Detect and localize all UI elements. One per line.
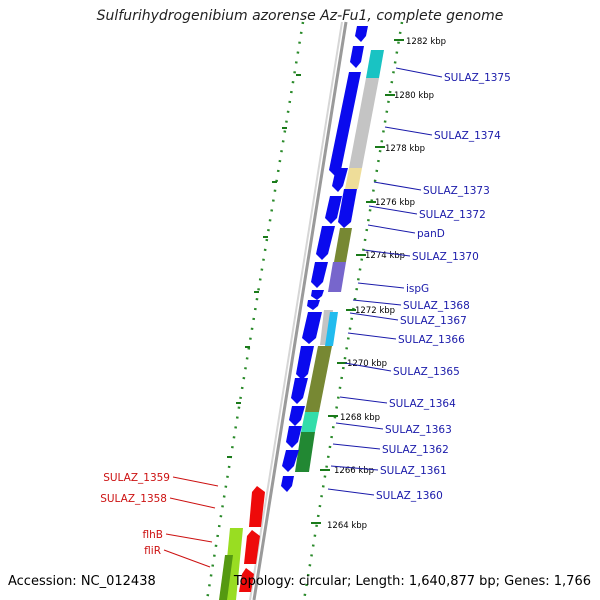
reverse-strip [219, 528, 243, 600]
gc-segment-gray [349, 78, 379, 168]
gc-segment-olive-long [305, 346, 332, 412]
leader-line [330, 465, 379, 471]
tick-label: 1276 kbp [375, 198, 415, 208]
gene-arrow [329, 72, 361, 176]
gene-label: SULAZ_1370 [412, 251, 479, 263]
leader-line [373, 181, 422, 191]
tick-label: 1272 kbp [355, 306, 395, 316]
leader-line [349, 312, 399, 321]
gene-leader-lines [327, 67, 443, 496]
gene-arrow [282, 450, 299, 472]
gene-arrow [291, 378, 308, 404]
leader-line [344, 362, 392, 372]
gene-label-reverse: SULAZ_1358 [100, 493, 167, 505]
gene-label: SULAZ_1374 [434, 130, 501, 142]
gene-labels: SULAZ_1375 SULAZ_1374 SULAZ_1373 SULAZ_1… [376, 72, 511, 502]
leader-line [169, 497, 216, 509]
leader-line [163, 549, 211, 568]
leader-line [363, 249, 411, 257]
inner-tick-marks [227, 74, 301, 458]
tick-label: 1282 kbp [406, 37, 446, 47]
gc-segment-mint [301, 412, 319, 432]
gene-label: SULAZ_1362 [382, 444, 449, 456]
gc-segment-olive [334, 228, 352, 262]
leader-line [368, 205, 418, 215]
gene-arrow [350, 46, 364, 68]
gene-arrow-reverse [244, 530, 260, 564]
gene-arrow [355, 26, 368, 42]
tick-label: 1266 kbp [334, 466, 374, 476]
gene-arrow [286, 426, 302, 448]
gene-arrow [289, 406, 305, 426]
gene-arrow [325, 196, 342, 224]
gene-label-reverse: SULAZ_1359 [103, 472, 170, 484]
reverse-genes [239, 486, 265, 592]
gene-arrow [316, 226, 335, 260]
gc-track [295, 50, 384, 472]
gene-arrow [307, 300, 320, 310]
tick-label: 1264 kbp [327, 521, 367, 531]
gene-label-reverse: fliR [144, 545, 161, 557]
tick-label: 1274 kbp [365, 251, 405, 261]
gc-segment-purple [328, 262, 346, 292]
tick-label: 1268 kbp [340, 413, 380, 423]
gene-arrow [332, 168, 348, 192]
gene-label: SULAZ_1360 [376, 490, 443, 502]
leader-line [335, 422, 384, 430]
topology-text: Topology: circular; Length: 1,640,877 bp… [233, 574, 591, 589]
leader-line [357, 282, 405, 289]
gene-label: SULAZ_1366 [398, 334, 465, 346]
gene-label: SULAZ_1363 [385, 424, 452, 436]
gene-arrow [311, 290, 324, 300]
gene-label: SULAZ_1368 [403, 300, 470, 312]
leader-line [172, 476, 219, 487]
gene-label: SULAZ_1367 [400, 315, 467, 327]
gc-segment-green [295, 432, 315, 472]
gc-segment-turquoise [366, 50, 384, 78]
gene-label: SULAZ_1373 [423, 185, 490, 197]
gene-arrow-reverse [249, 486, 265, 527]
gene-label: SULAZ_1372 [419, 209, 486, 221]
gene-label-reverse: flhB [143, 529, 163, 541]
gc-segment-tan [345, 168, 362, 189]
leader-line [395, 67, 443, 78]
tick-label: 1280 kbp [394, 91, 434, 101]
tick-label: 1270 kbp [347, 359, 387, 369]
leader-line [332, 443, 381, 450]
gc-segment-cyan [325, 312, 338, 346]
forward-genes [281, 26, 368, 492]
gene-leader-lines-reverse [163, 476, 219, 568]
leader-line [347, 332, 397, 340]
accession-text: Accession: NC_012438 [8, 574, 156, 589]
gene-label: SULAZ_1365 [393, 366, 460, 378]
gene-arrow [302, 312, 322, 344]
outer-tick-marks [311, 39, 404, 524]
leader-line [339, 396, 388, 404]
gene-label: panD [417, 228, 445, 240]
tick-labels: 1282 kbp 1280 kbp 1278 kbp 1276 kbp 1274… [327, 37, 446, 531]
gc-segment-darkgreen [219, 555, 233, 600]
gene-labels-reverse: SULAZ_1359 SULAZ_1358 flhB fliR [100, 472, 170, 557]
gene-label: SULAZ_1364 [389, 398, 456, 410]
gene-arrow-reverse [239, 568, 254, 592]
leader-line [352, 299, 402, 306]
backbone-ring-outer [252, 21, 348, 600]
leader-line [367, 224, 416, 234]
leader-line [165, 533, 213, 543]
leader-line [327, 488, 375, 496]
tick-label: 1278 kbp [385, 144, 425, 154]
gene-arrow [281, 476, 294, 492]
gene-arrow [338, 189, 357, 228]
leader-line [384, 126, 433, 136]
backbone-ring-inner [249, 21, 343, 600]
gene-arrow [311, 262, 328, 288]
gene-label: SULAZ_1375 [444, 72, 511, 84]
map-title: Sulfurihydrogenibium azorense Az-Fu1, co… [96, 8, 504, 24]
gene-arrow [296, 346, 314, 380]
gene-label: ispG [406, 283, 429, 295]
gene-label: SULAZ_1361 [380, 465, 447, 477]
